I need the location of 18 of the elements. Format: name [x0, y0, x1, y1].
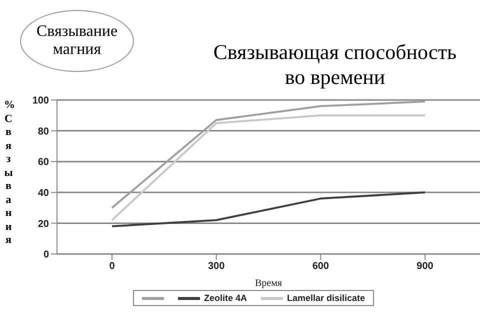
x-axis-title: Время: [254, 278, 282, 289]
x-tick-label: 900: [416, 261, 434, 272]
x-tick-label: 600: [312, 261, 330, 272]
legend-label: Zeolite 4A: [204, 293, 248, 303]
y-tick-label: 60: [38, 157, 50, 168]
legend-label: Lamellar disilicate: [287, 293, 366, 303]
chart-title: Связывающая способность во времени: [212, 40, 458, 90]
oval-frame: Связывание магния: [20, 10, 134, 72]
line-series: [111, 191, 426, 228]
line-series: [111, 100, 426, 209]
x-tick-label: 0: [109, 261, 116, 272]
text: % Связывания: [4, 99, 15, 246]
y-tick-label: 0: [43, 250, 50, 261]
y-tick-label: 20: [38, 218, 50, 230]
x-tick-label: 300: [208, 261, 226, 272]
y-tick-label: 40: [38, 188, 50, 199]
y-tick-label: 80: [38, 126, 50, 138]
y-tick-label: 100: [32, 96, 50, 107]
